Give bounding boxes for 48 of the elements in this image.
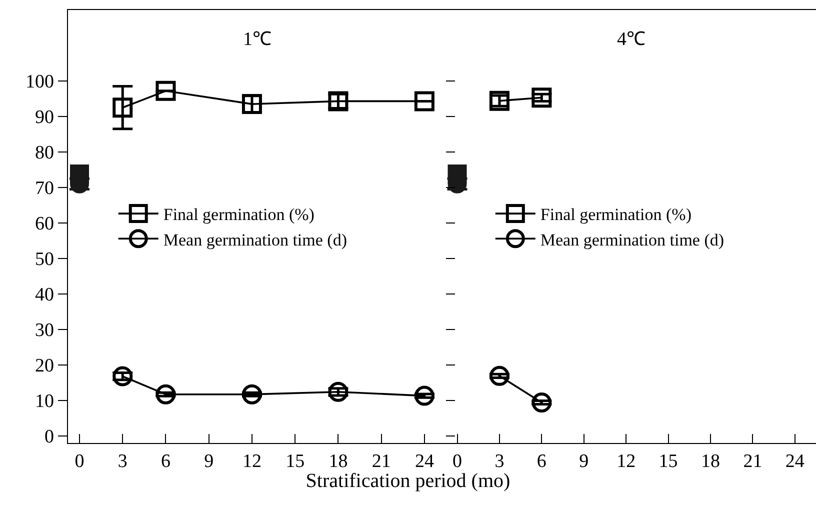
y-tick-label: 50 — [35, 249, 54, 270]
x-tick-label: 15 — [658, 450, 678, 472]
legend-label: Final germination (%) — [540, 205, 692, 224]
point — [112, 366, 133, 386]
x-tick-label: 18 — [328, 450, 348, 472]
y-tick-label: 40 — [35, 284, 54, 306]
x-tick-label: 3 — [118, 450, 128, 472]
x-tick-label: 21 — [372, 450, 391, 472]
point — [156, 384, 176, 404]
x-tick-label: 9 — [579, 450, 589, 472]
x-tick-label: 21 — [743, 450, 762, 472]
x-axis-title: Stratification period (mo) — [304, 470, 512, 493]
x-tick-label: 3 — [494, 450, 504, 472]
y-tick-label: 90 — [35, 107, 54, 128]
x-tick-label: 6 — [160, 450, 170, 472]
point — [414, 386, 434, 406]
point — [328, 382, 348, 402]
x-tick-label: 6 — [536, 450, 546, 472]
point — [242, 384, 262, 404]
y-tick-label: 80 — [35, 142, 54, 164]
x-tick-label: 15 — [286, 450, 305, 472]
legend-label: Mean germination time (d) — [540, 230, 724, 250]
x-tick-label: 0 — [452, 450, 462, 472]
point — [414, 91, 434, 112]
y-tick-label: 30 — [35, 320, 54, 342]
legend-label: Final germination (%) — [163, 205, 314, 224]
y-tick-label: 0 — [44, 426, 54, 448]
text: 1℃ — [243, 29, 272, 50]
point — [489, 90, 510, 111]
y-tick-label: 20 — [35, 356, 54, 377]
y-tick-label: 60 — [35, 214, 54, 235]
y-tick-label: 70 — [35, 178, 54, 200]
x-tick-label: 9 — [204, 450, 214, 472]
point — [489, 366, 510, 386]
y-tick-label: 10 — [35, 391, 54, 412]
x-tick-label: 24 — [414, 450, 434, 472]
x-tick-label: 18 — [700, 450, 720, 472]
point — [532, 392, 552, 413]
point — [532, 88, 552, 108]
point — [112, 98, 133, 118]
x-tick-label: 0 — [74, 450, 84, 472]
x-tick-label: 12 — [242, 450, 262, 472]
y-tick-label: 100 — [26, 72, 54, 93]
text: 4℃ — [617, 29, 646, 50]
x-tick-label: 12 — [616, 450, 636, 472]
x-tick-label: 24 — [785, 450, 805, 472]
point — [156, 80, 176, 101]
legend-label: Mean germination time (d) — [163, 230, 347, 250]
